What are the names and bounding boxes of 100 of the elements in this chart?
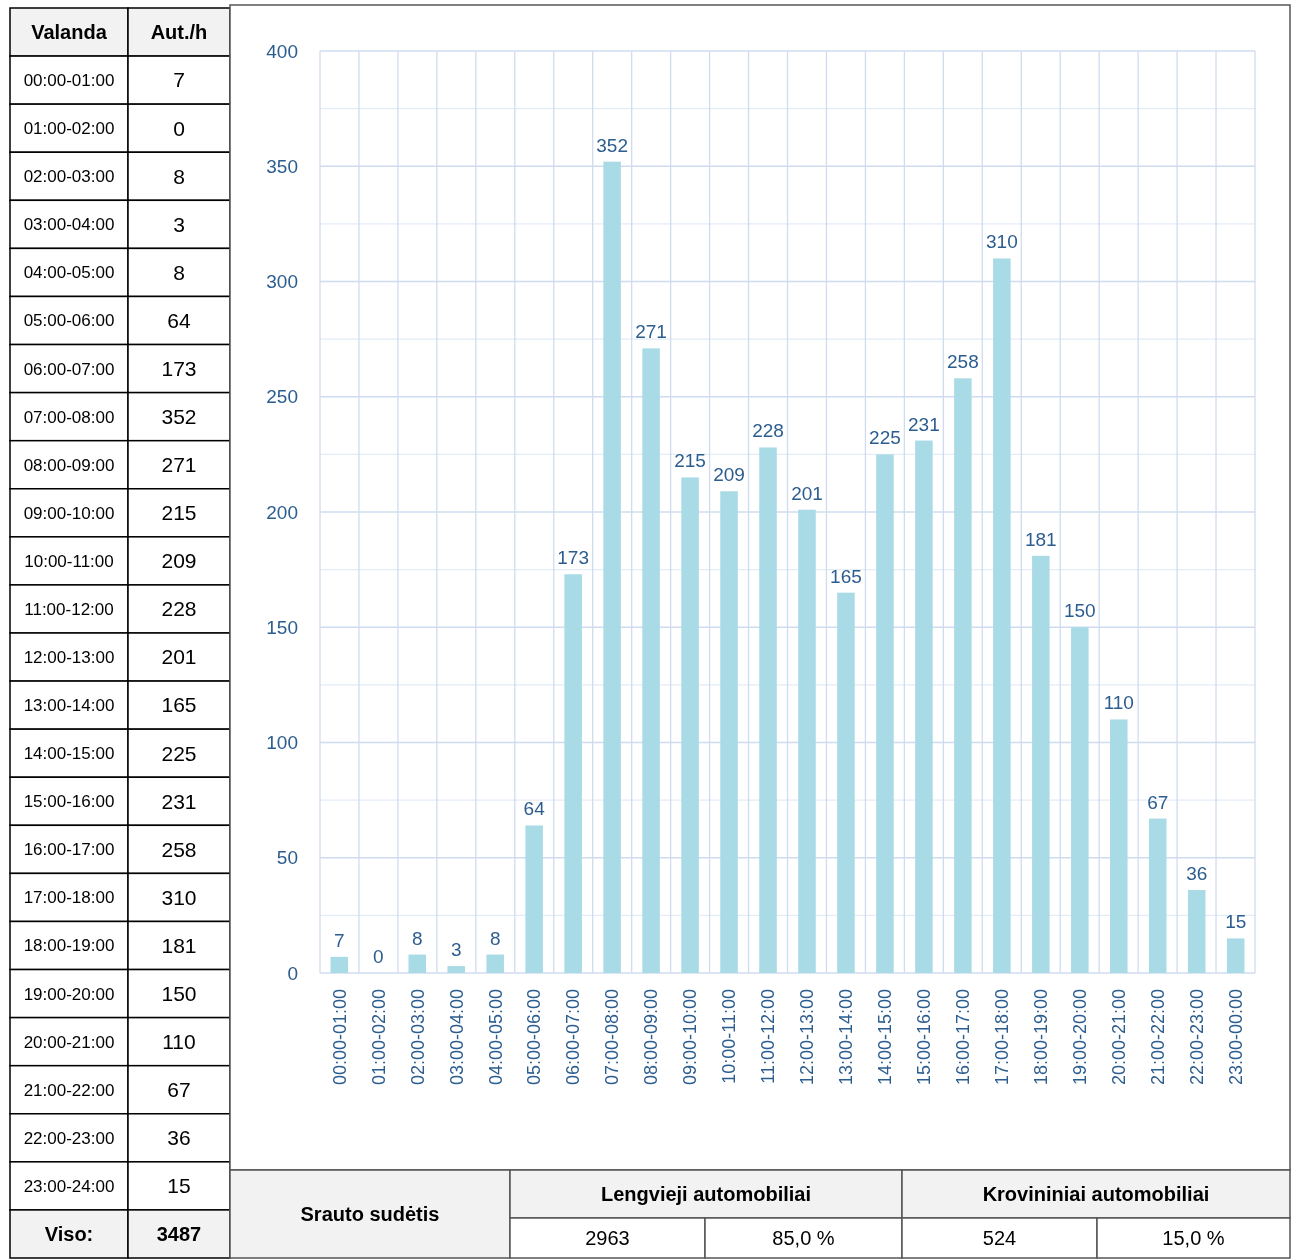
- text: 15:00-16:00: [23, 792, 115, 812]
- y-tick-label: 350: [266, 155, 298, 177]
- text: 352: [161, 405, 197, 428]
- data-label: 173: [557, 547, 589, 569]
- x-tick-label: 08:00-09:00: [641, 989, 662, 1086]
- text: 228: [161, 597, 197, 621]
- text: Valanda: [31, 21, 108, 44]
- y-tick-label: 150: [266, 616, 298, 638]
- data-label: 215: [674, 450, 706, 472]
- text: 7: [173, 68, 185, 92]
- text: 8: [173, 164, 185, 188]
- bar: [603, 161, 621, 973]
- bar: [876, 454, 894, 973]
- data-label: 150: [1063, 600, 1096, 622]
- data-label: 258: [947, 351, 979, 373]
- text: 16:00-17:00: [23, 840, 115, 860]
- text: Krovininiai automobiliai: [982, 1183, 1210, 1205]
- data-label: 110: [1103, 692, 1134, 714]
- bar: [1071, 627, 1089, 973]
- text: 173: [161, 356, 197, 380]
- data-label: 8: [411, 927, 423, 949]
- x-tick-label: 18:00-19:00: [1031, 989, 1052, 1086]
- data-label: 271: [635, 321, 667, 343]
- x-tick-label: 19:00-20:00: [1070, 989, 1091, 1086]
- data-label: 15: [1225, 911, 1247, 933]
- y-tick-label: 50: [276, 847, 298, 869]
- text: 15,0 %: [1162, 1227, 1225, 1249]
- data-label: 36: [1186, 863, 1208, 885]
- x-tick-label: 13:00-14:00: [836, 989, 857, 1086]
- y-tick-label: 250: [266, 386, 298, 408]
- text: 36: [167, 1126, 191, 1150]
- x-tick-label: 10:00-11:00: [719, 989, 740, 1084]
- text: 310: [161, 885, 197, 909]
- text: 3487: [156, 1222, 202, 1245]
- y-tick-label: 400: [266, 40, 298, 62]
- y-tick-label: 300: [266, 271, 298, 293]
- y-tick-label: 100: [266, 732, 298, 754]
- x-tick-label: 09:00-10:00: [680, 989, 701, 1086]
- bar: [759, 447, 777, 973]
- text: Viso:: [44, 1222, 94, 1245]
- bar: [681, 477, 699, 973]
- x-tick-label: 00:00-01:00: [329, 989, 350, 1086]
- bar: [564, 574, 582, 973]
- text: 03:00-04:00: [23, 215, 115, 235]
- bar: [954, 378, 972, 973]
- x-tick-label: 01:00-02:00: [368, 989, 389, 1086]
- text: 8: [173, 260, 185, 284]
- data-label: 231: [908, 413, 940, 435]
- bar: [798, 509, 816, 973]
- data-label: 310: [986, 231, 1018, 253]
- data-label: 0: [372, 946, 384, 967]
- text: 13:00-14:00: [23, 696, 115, 716]
- bar: [486, 954, 504, 973]
- text: 01:00-02:00: [23, 119, 115, 139]
- text: 06:00-07:00: [23, 359, 115, 379]
- data-label: 64: [523, 798, 546, 820]
- data-label: 8: [489, 927, 501, 949]
- bar: [720, 491, 738, 973]
- text: 22:00-23:00: [23, 1128, 115, 1148]
- text: Lengvieji automobiliai: [600, 1183, 812, 1205]
- data-label: 201: [791, 482, 823, 504]
- text: 11:00-12:00: [24, 599, 114, 619]
- bar: [525, 825, 543, 973]
- text: 15: [167, 1174, 191, 1198]
- y-tick-label: 0: [287, 962, 298, 984]
- data-label: 209: [713, 464, 745, 486]
- text: Aut./h: [150, 21, 208, 44]
- text: 02:00-03:00: [23, 167, 115, 187]
- x-tick-label: 04:00-05:00: [485, 989, 506, 1086]
- data-label: 352: [596, 134, 628, 156]
- text: 21:00-22:00: [23, 1080, 115, 1100]
- text: 201: [161, 645, 197, 669]
- x-tick-label: 21:00-22:00: [1148, 989, 1169, 1086]
- bar: [642, 348, 660, 973]
- bar: [837, 592, 855, 973]
- x-tick-label: 16:00-17:00: [953, 989, 974, 1086]
- x-tick-label: 11:00-12:00: [758, 989, 779, 1084]
- x-tick-label: 07:00-08:00: [602, 989, 623, 1086]
- text: 00:00-01:00: [23, 71, 115, 91]
- data-label: 67: [1147, 791, 1169, 813]
- text: 23:00-24:00: [23, 1176, 115, 1196]
- text: Srauto sudėtis: [300, 1203, 440, 1225]
- bar: [447, 966, 465, 973]
- x-tick-label: 15:00-16:00: [914, 989, 935, 1086]
- text: 85,0 %: [772, 1227, 835, 1249]
- x-tick-label: 20:00-21:00: [1109, 989, 1130, 1086]
- text: 04:00-05:00: [23, 263, 115, 283]
- x-tick-label: 03:00-04:00: [446, 989, 467, 1086]
- text: 64: [167, 308, 191, 332]
- bar: [1187, 890, 1206, 973]
- text: 18:00-19:00: [23, 936, 115, 956]
- text: 10:00-11:00: [24, 551, 114, 571]
- data-label: 228: [752, 420, 784, 442]
- text: 258: [161, 837, 197, 861]
- text: 05:00-06:00: [23, 311, 115, 331]
- x-tick-label: 22:00-23:00: [1187, 989, 1208, 1086]
- text: 08:00-09:00: [23, 455, 115, 475]
- text: 09:00-10:00: [23, 503, 115, 523]
- text: 14:00-15:00: [23, 744, 115, 764]
- bar: [915, 440, 933, 973]
